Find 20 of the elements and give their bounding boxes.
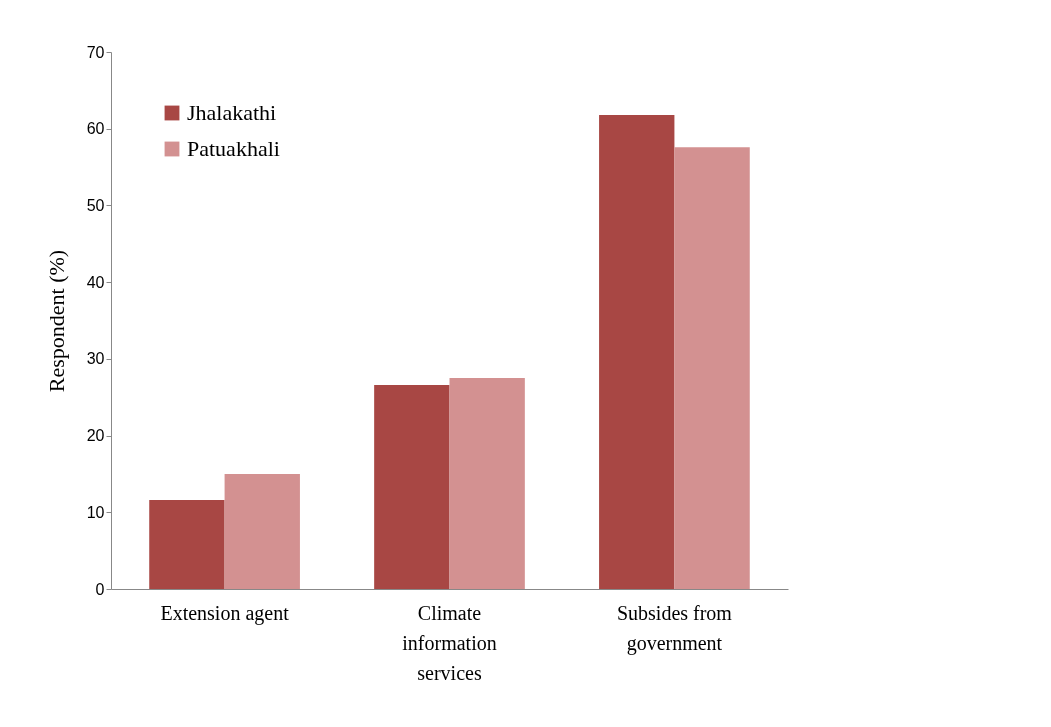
bar: [149, 500, 225, 589]
y-tick-label: 60: [86, 120, 105, 138]
y-tick-label: 10: [86, 503, 105, 521]
legend-label: Jhalakathi: [187, 100, 277, 125]
y-tick-label: 40: [86, 273, 105, 291]
y-tick-label: 50: [86, 196, 105, 214]
bar: [674, 147, 750, 589]
y-tick-label: 20: [86, 427, 105, 445]
bar: [449, 378, 525, 589]
legend-label: Patuakhali: [187, 136, 280, 161]
bar: [374, 384, 450, 589]
x-tick-label: Extension agent: [160, 601, 290, 625]
bar: [599, 114, 675, 589]
x-tick-label: Climate information services: [402, 601, 497, 684]
x-tick-label: Subsides from government: [616, 601, 733, 655]
bar: [224, 473, 300, 589]
y-tick-label: 30: [86, 350, 105, 368]
y-axis-title: Respondent (%): [43, 249, 69, 393]
y-tick-label: 0: [95, 580, 105, 598]
y-tick-label: 70: [86, 43, 105, 61]
